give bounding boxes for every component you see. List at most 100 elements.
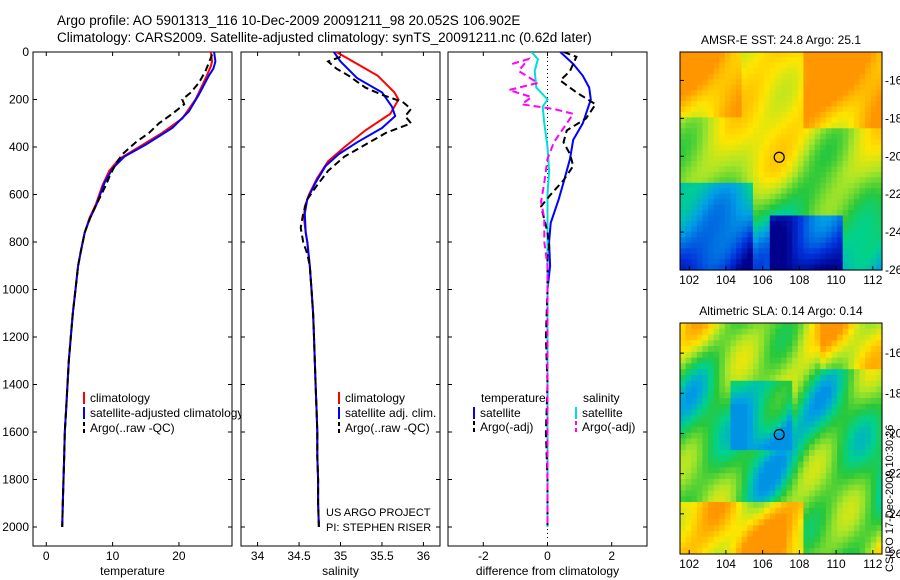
heatmap-cell [853, 237, 861, 244]
heatmap-cell [724, 204, 732, 211]
heatmap-cell [797, 548, 805, 555]
heatmap-cell [809, 226, 816, 233]
heatmap-cell [702, 403, 709, 411]
heatmap-cell [870, 188, 877, 195]
heatmap-cell [786, 351, 793, 359]
heatmap-cell [848, 264, 855, 271]
heatmap-cell [820, 144, 827, 151]
heatmap-cell [696, 380, 704, 388]
y-tick-label: 1400 [2, 378, 29, 392]
heatmap-cell [848, 84, 855, 91]
heatmap-cell [680, 220, 687, 227]
heatmap-cell [758, 57, 765, 64]
heatmap-cell [747, 259, 754, 266]
heatmap-cell [792, 380, 799, 388]
heatmap-cell [786, 188, 793, 195]
heatmap-cell [781, 52, 788, 59]
heatmap-cell [870, 369, 877, 376]
heatmap-cell [719, 111, 726, 118]
heatmap-cell [752, 357, 760, 365]
heatmap-cell [758, 193, 765, 200]
heatmap-cell [803, 210, 810, 217]
heatmap-cell [870, 155, 877, 162]
heatmap-cell [724, 484, 732, 492]
heatmap-cell [702, 484, 709, 492]
heatmap-cell [837, 351, 844, 359]
heatmap-cell [837, 144, 844, 151]
heatmap-cell [781, 398, 788, 405]
heatmap-cell [825, 210, 833, 217]
heatmap-cell [814, 392, 821, 399]
heatmap-cell [702, 542, 709, 549]
heatmap-cell [876, 90, 883, 97]
heatmap-cell [741, 68, 748, 75]
heatmap-cell [848, 106, 855, 113]
heatmap-cell [736, 398, 743, 405]
heatmap-cell [865, 415, 872, 422]
heatmap-cell [842, 220, 849, 227]
heatmap-cell [708, 530, 715, 538]
heatmap-cell [691, 139, 698, 146]
heatmap-cell [752, 84, 760, 91]
heatmap-cell [831, 536, 838, 544]
heatmap-cell [691, 237, 698, 244]
heatmap-cell [719, 166, 726, 173]
heatmap-cell [859, 79, 866, 86]
heatmap-cell [747, 231, 754, 238]
x-tick-label: 20 [172, 549, 186, 563]
heatmap-cell [680, 193, 687, 200]
heatmap-cell [685, 231, 692, 238]
heatmap-cell [752, 536, 760, 544]
heatmap-cell [809, 177, 816, 184]
heatmap-cell [831, 204, 838, 211]
x-tick-label: 110 [827, 273, 846, 287]
heatmap-cell [865, 398, 872, 405]
heatmap-cell [809, 432, 816, 440]
heatmap-cell [752, 62, 760, 69]
heatmap-cell [859, 484, 866, 492]
heatmap-cell [859, 340, 866, 347]
heatmap-cell [764, 519, 771, 526]
heatmap-cell [696, 328, 704, 336]
heatmap-cell [848, 242, 855, 249]
heatmap-cell [775, 340, 782, 347]
heatmap-cell [730, 409, 737, 416]
heatmap-cell [764, 177, 771, 184]
heatmap-cell [696, 182, 704, 189]
heatmap-cell [724, 117, 732, 124]
heatmap-cell [809, 502, 816, 509]
heatmap-cell [758, 101, 765, 108]
heatmap-cell [719, 374, 726, 382]
heatmap-cell [769, 426, 776, 434]
heatmap-cell [680, 133, 687, 140]
heatmap-cell [803, 426, 810, 434]
heatmap-cell [741, 193, 748, 200]
heatmap-cell [724, 432, 732, 440]
heatmap-cell [769, 363, 776, 370]
heatmap-cell [696, 73, 704, 80]
heatmap-cell [764, 473, 771, 480]
heatmap-cell [764, 409, 771, 416]
heatmap-cell [691, 231, 698, 238]
heatmap-cell [769, 264, 776, 271]
heatmap-cell [680, 548, 687, 555]
heatmap-cell [758, 128, 765, 135]
heatmap-cell [803, 409, 810, 416]
heatmap-cell [781, 467, 788, 474]
y-tick-label: 1200 [2, 330, 29, 344]
heatmap-cell [775, 386, 782, 393]
x-tick-label: 35.5 [370, 549, 394, 563]
heatmap-cell [797, 484, 805, 492]
heatmap-cell [781, 421, 788, 428]
heatmap-cell [809, 237, 816, 244]
heatmap-cell [876, 357, 883, 365]
heatmap-cell [769, 106, 776, 113]
heatmap-cell [825, 57, 833, 64]
heatmap-cell [691, 84, 698, 91]
heatmap-cell [764, 139, 771, 146]
heatmap-cell [708, 432, 715, 440]
heatmap-cell [859, 380, 866, 388]
heatmap-cell [713, 264, 720, 271]
heatmap-cell [775, 490, 782, 497]
heatmap-cell [853, 455, 861, 463]
